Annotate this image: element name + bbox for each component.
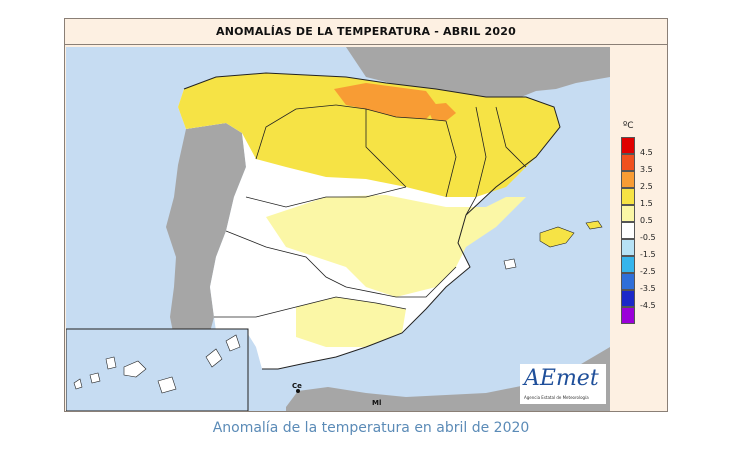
aemet-logo-text: AEmet <box>524 366 599 391</box>
spain-coastline <box>183 72 561 370</box>
map-title-bar: ANOMALÍAS DE LA TEMPERATURA - ABRIL 2020 <box>65 19 667 45</box>
france-area <box>346 47 610 103</box>
legend-label: 1.5 <box>640 199 653 208</box>
legend-item: 3.5 <box>617 154 661 174</box>
legend-label: -4.5 <box>640 301 656 310</box>
canary-islands <box>73 334 241 394</box>
legend-swatch <box>621 239 635 256</box>
temperature-anomaly-map: Ce Ml <box>66 47 610 411</box>
legend-label: 0.5 <box>640 216 653 225</box>
aemet-logo: AEmet Agencia Estatal de Meteorología <box>520 364 606 404</box>
map-title: ANOMALÍAS DE LA TEMPERATURA - ABRIL 2020 <box>216 25 516 38</box>
legend-label: 2.5 <box>640 182 653 191</box>
region-borders <box>214 104 527 318</box>
legend-swatch <box>621 188 635 205</box>
map-figure: ANOMALÍAS DE LA TEMPERATURA - ABRIL 2020 <box>64 18 668 412</box>
anomaly-0-5-band <box>266 195 526 297</box>
legend-swatch <box>621 137 635 154</box>
anomaly-1-5-band <box>178 73 560 197</box>
legend-item: -1.5 <box>617 239 661 259</box>
legend-item: -0.5 <box>617 222 661 242</box>
legend-item <box>617 307 661 324</box>
legend-item: 0.5 <box>617 205 661 225</box>
anomaly-0-5-band-south <box>296 297 406 347</box>
legend: ºC 4.5 3.5 2.5 1.5 0.5 -0.5 -1.5 -2.5 -3.5 -4.5 <box>617 121 661 363</box>
anomaly-2-5-band-cantabria <box>334 83 438 119</box>
legend-item: -2.5 <box>617 256 661 276</box>
legend-swatch <box>621 290 635 307</box>
legend-label: 4.5 <box>640 148 653 157</box>
legend-swatch <box>621 154 635 171</box>
city-marker-melilla: Ml <box>372 399 381 407</box>
legend-swatch <box>621 222 635 239</box>
legend-swatch <box>621 205 635 222</box>
city-label-melilla: Ml <box>372 399 381 407</box>
city-marker-ceuta: Ce <box>292 382 302 393</box>
legend-swatch <box>621 273 635 290</box>
portugal-area <box>166 123 246 347</box>
legend-item: 2.5 <box>617 171 661 191</box>
menorca <box>585 220 603 230</box>
aemet-logo-subtitle: Agencia Estatal de Meteorología <box>524 395 589 400</box>
map-caption: Anomalía de la temperatura en abril de 2… <box>212 420 530 436</box>
legend-swatch <box>621 307 635 324</box>
canary-inset-frame <box>66 328 249 411</box>
legend-label: -0.5 <box>640 233 656 242</box>
legend-unit: ºC <box>623 121 634 131</box>
legend-label: 3.5 <box>640 165 653 174</box>
mallorca <box>539 226 575 248</box>
legend-swatch <box>621 256 635 273</box>
map-area: Ce Ml <box>66 47 610 411</box>
legend-item: -4.5 <box>617 290 661 310</box>
ibiza <box>503 258 517 270</box>
legend-item: -3.5 <box>617 273 661 293</box>
legend-item: 4.5 <box>617 137 661 157</box>
legend-swatch <box>621 171 635 188</box>
anomaly-2-5-band-navarra <box>426 103 456 121</box>
legend-item: 1.5 <box>617 188 661 208</box>
legend-label: -1.5 <box>640 250 656 259</box>
legend-label: -3.5 <box>640 284 656 293</box>
city-label-ceuta: Ce <box>292 382 302 390</box>
legend-label: -2.5 <box>640 267 656 276</box>
